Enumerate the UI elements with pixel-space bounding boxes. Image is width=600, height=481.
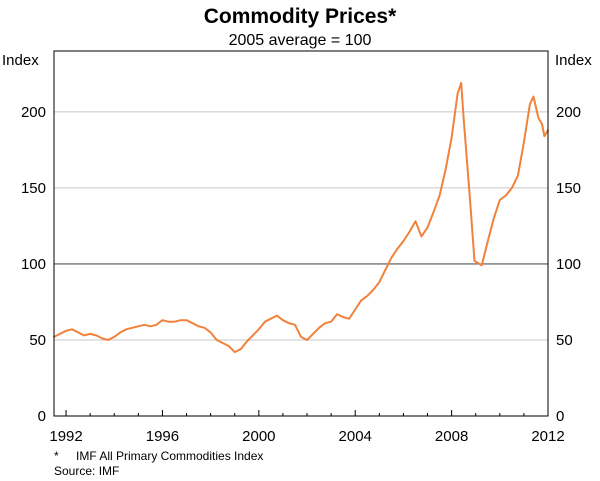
series-line-0 [53,81,549,354]
x-tick-2008: 2008 [435,428,468,445]
y-tick-right-200: 200 [556,104,581,121]
grid-lines [54,111,548,341]
y-tick-left-100: 100 [21,256,46,273]
footnote-marker: * [54,449,59,463]
x-tick-2000: 2000 [242,428,275,445]
x-tick-2004: 2004 [339,428,372,445]
y-tick-right-50: 50 [556,332,573,349]
x-tick-2012: 2012 [531,428,564,445]
chart-title: Commodity Prices* [204,5,397,28]
plot-frame [53,50,549,417]
y-axis-label-left: Index [2,52,39,69]
y-tick-left-50: 50 [29,332,46,349]
y-axis-label-right: Index [555,52,592,69]
x-tick-labels: 1992 1996 2000 2004 2008 2012 [49,410,565,445]
y-tick-left-0: 0 [38,408,46,425]
series-layer [53,81,549,354]
chart-subtitle: 2005 average = 100 [229,32,372,49]
commodity-prices-chart: Commodity Prices* 2005 average = 100 Ind… [2,5,592,445]
x-tick-1992: 1992 [49,428,82,445]
y-tick-right-100: 100 [556,256,581,273]
footnote: * IMF All Primary Commodities Index [54,449,263,463]
footnote-text: IMF All Primary Commodities Index [76,449,264,463]
y-tick-right-150: 150 [556,180,581,197]
y-tick-labels: 0 0 50 50 100 100 150 150 200 200 [21,104,581,425]
y-tick-left-150: 150 [21,180,46,197]
x-tick-1996: 1996 [146,428,179,445]
source-note: Source: IMF [54,464,120,478]
y-tick-left-200: 200 [21,104,46,121]
y-tick-right-0: 0 [556,408,564,425]
